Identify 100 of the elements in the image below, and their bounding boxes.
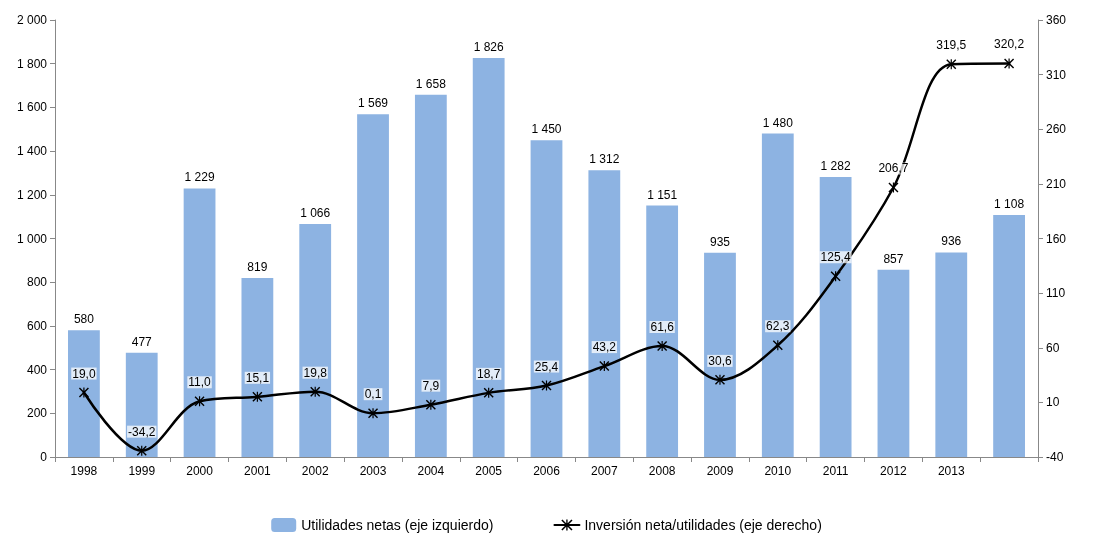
data-label: 11,0 bbox=[188, 375, 212, 390]
bar bbox=[125, 352, 158, 457]
data-label: 206,7 bbox=[878, 161, 909, 176]
bar bbox=[704, 252, 736, 457]
bar bbox=[646, 205, 679, 457]
bar bbox=[935, 252, 968, 457]
bar bbox=[761, 133, 794, 457]
point bbox=[78, 387, 89, 398]
y-tick-label: 1 000 bbox=[16, 231, 48, 246]
data-label: 61,6 bbox=[650, 320, 675, 334]
y2-tick-label: 210 bbox=[1046, 176, 1067, 191]
data-label: 1 151 bbox=[647, 187, 678, 202]
y2-tick-label: 60 bbox=[1046, 340, 1060, 355]
data-label: 1 480 bbox=[762, 115, 794, 130]
point bbox=[714, 374, 725, 385]
point bbox=[599, 361, 610, 372]
bar bbox=[588, 170, 621, 457]
y-tick-label: 0 bbox=[40, 450, 48, 464]
point bbox=[1004, 58, 1015, 69]
data-label: 1 658 bbox=[415, 76, 447, 91]
x-tick-label: 1999 bbox=[128, 464, 156, 478]
x-tick-label: 2003 bbox=[359, 464, 387, 478]
y-tick-label: 1 200 bbox=[16, 187, 48, 202]
x-tick-label: 2006 bbox=[533, 464, 561, 478]
bar bbox=[530, 140, 563, 457]
data-label: 857 bbox=[883, 251, 904, 266]
y-tick-label: 1 800 bbox=[16, 56, 48, 71]
x-tick-label: 2013 bbox=[937, 464, 965, 478]
bar bbox=[299, 224, 332, 457]
point bbox=[252, 391, 263, 402]
y2-tick-label: -40 bbox=[1046, 450, 1064, 464]
point bbox=[194, 396, 205, 407]
y-tick-label: 400 bbox=[26, 362, 48, 377]
x-tick-label: 1998 bbox=[70, 464, 98, 478]
data-label: 1 066 bbox=[300, 206, 331, 221]
y-tick-label: 600 bbox=[26, 318, 48, 333]
data-label: 25,4 bbox=[534, 359, 559, 374]
bar bbox=[877, 269, 910, 457]
x-tick-label: 2011 bbox=[822, 464, 849, 478]
point bbox=[483, 387, 494, 398]
data-label: 19,0 bbox=[72, 366, 96, 381]
data-label: 0,1 bbox=[364, 387, 382, 402]
data-label: 477 bbox=[131, 334, 153, 349]
bar bbox=[993, 214, 1025, 457]
x-tick-label: 2001 bbox=[244, 464, 272, 478]
y-tick-label: 1 600 bbox=[16, 100, 48, 115]
data-label: 1 569 bbox=[358, 96, 389, 111]
data-label: 62,3 bbox=[766, 319, 790, 334]
bar bbox=[472, 58, 505, 457]
x-tick-label: 2005 bbox=[475, 464, 503, 478]
bar bbox=[68, 330, 100, 457]
point bbox=[946, 59, 957, 70]
y2-tick-label: 10 bbox=[1046, 395, 1060, 410]
y-tick-label: 1 400 bbox=[16, 144, 48, 159]
data-label: 15,1 bbox=[245, 370, 270, 385]
y-tick-label: 800 bbox=[26, 275, 48, 290]
data-label: 7,9 bbox=[422, 378, 440, 393]
data-label: 30,6 bbox=[708, 353, 732, 368]
y2-tick-label: 160 bbox=[1046, 231, 1067, 246]
data-label: 935 bbox=[709, 234, 731, 249]
x-tick-label: 2004 bbox=[417, 464, 445, 478]
point bbox=[830, 271, 841, 282]
y-tick-label: 2 000 bbox=[16, 13, 48, 27]
data-label: 1 826 bbox=[473, 40, 505, 55]
point bbox=[657, 341, 668, 351]
data-label: -34,2 bbox=[128, 424, 156, 439]
bar bbox=[241, 278, 274, 457]
data-label: 320,2 bbox=[994, 37, 1025, 52]
x-tick-label: 2012 bbox=[880, 464, 908, 478]
y2-tick-label: 310 bbox=[1046, 67, 1067, 82]
data-label: 43,2 bbox=[592, 340, 617, 355]
data-label: 1 108 bbox=[994, 196, 1025, 211]
x-tick-label: 2008 bbox=[648, 464, 676, 478]
point bbox=[368, 408, 379, 419]
x-tick-label: 2009 bbox=[706, 464, 734, 478]
data-label: 936 bbox=[941, 234, 962, 249]
data-label: 580 bbox=[73, 312, 95, 327]
data-label: 319,5 bbox=[936, 38, 967, 53]
y2-tick-label: 110 bbox=[1046, 286, 1066, 301]
bar bbox=[414, 94, 447, 457]
x-tick-label: 2000 bbox=[186, 464, 214, 478]
x-tick-label: 2010 bbox=[764, 464, 792, 478]
y-tick-label: 200 bbox=[26, 406, 48, 421]
bar bbox=[819, 176, 852, 457]
data-label: 19,8 bbox=[303, 365, 328, 380]
data-label: 1 282 bbox=[820, 158, 851, 173]
data-label: 1 450 bbox=[531, 122, 562, 137]
point bbox=[541, 380, 552, 391]
data-label: 125,4 bbox=[820, 250, 851, 265]
legend-label: Utilidades netas (eje izquierdo) bbox=[301, 517, 494, 533]
data-label: 1 229 bbox=[184, 170, 215, 185]
y2-tick-label: 260 bbox=[1046, 122, 1067, 137]
data-label: 18,7 bbox=[477, 366, 501, 381]
legend-label: Inversión neta/utilidades (eje derecho) bbox=[584, 517, 822, 533]
x-tick-label: 2007 bbox=[590, 464, 618, 478]
x-tick-label: 2002 bbox=[301, 464, 329, 478]
bar bbox=[183, 188, 216, 457]
data-label: 1 312 bbox=[589, 152, 620, 167]
data-label: 819 bbox=[247, 260, 268, 275]
bar bbox=[357, 114, 389, 457]
